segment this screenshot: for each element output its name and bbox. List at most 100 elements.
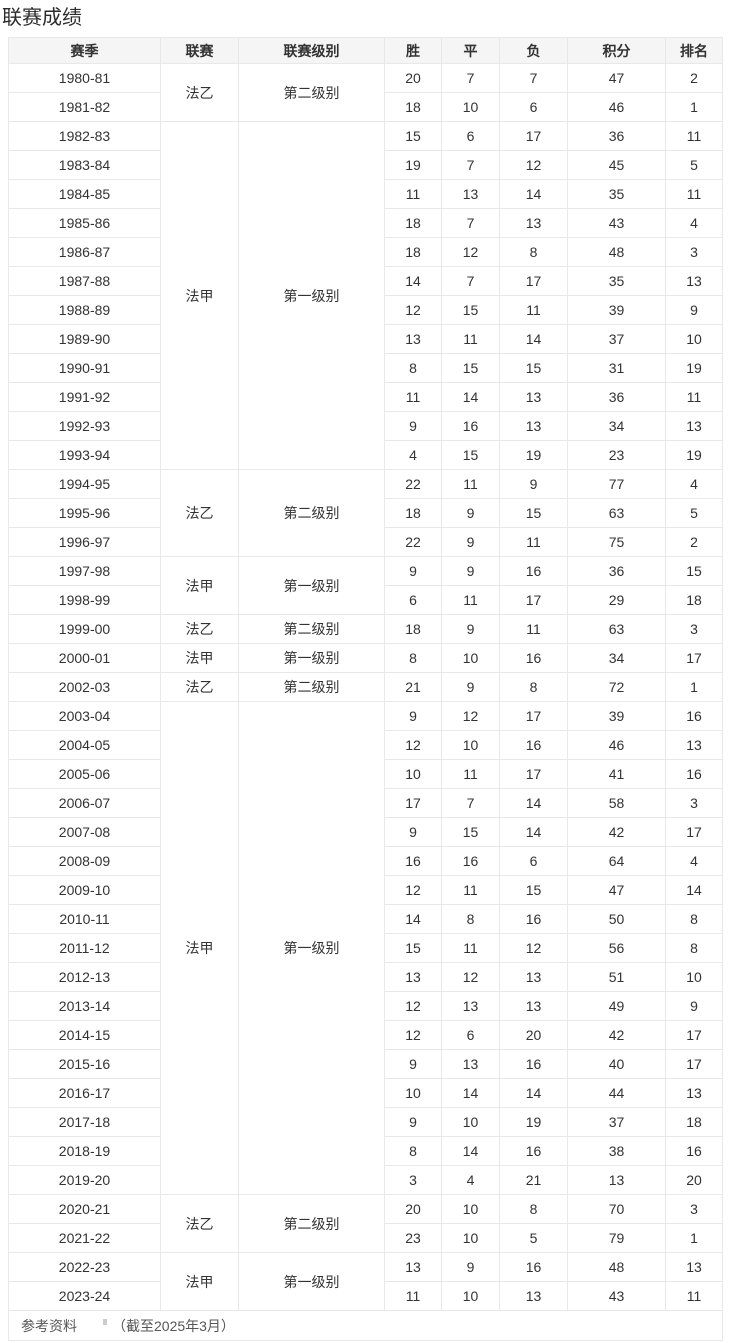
table-header: 赛季 联赛 联赛级别胜平负积分 排名	[8, 37, 723, 64]
wins-cell: 14	[384, 904, 442, 934]
losses-cell: 13	[499, 208, 568, 238]
season-cell: 2004-05	[8, 730, 161, 760]
season-cell: 2014-15	[8, 1020, 161, 1050]
season-cell: 1981-82	[8, 92, 161, 122]
losses-cell: 12	[499, 150, 568, 180]
citation-marker-icon[interactable]	[103, 1318, 107, 1325]
points-cell: 49	[567, 991, 666, 1021]
losses-cell: 16	[499, 556, 568, 586]
league-cell: 法乙	[160, 672, 239, 702]
league-level-cell: 第二级别	[238, 469, 385, 557]
table-row: 2022-23 法甲 第一级别 13 9 16 48 13	[8, 1252, 723, 1311]
season-cell: 2006-07	[8, 788, 161, 818]
league-cell: 法乙	[160, 469, 239, 557]
page: 联赛成绩 赛季 联赛 联赛级别胜平负积分 排名 1980-81 法乙 第二级别 20 7 7 47…	[0, 7, 730, 1341]
points-cell: 43	[567, 1281, 666, 1311]
draws-cell: 7	[441, 150, 500, 180]
season-cell: 1999-00	[8, 614, 161, 644]
losses-cell: 7	[499, 63, 568, 93]
rank-cell: 17	[665, 643, 723, 673]
losses-cell: 13	[499, 411, 568, 441]
draws-cell: 11	[441, 933, 500, 963]
losses-cell: 16	[499, 904, 568, 934]
table-row: 2003-04 法甲 第一级别 9 12 17 39 16	[8, 701, 723, 1195]
season-cell: 1998-99	[8, 585, 161, 615]
league-level-cell: 第二级别	[238, 1194, 385, 1253]
rank-cell: 9	[665, 295, 723, 325]
losses-cell: 13	[499, 991, 568, 1021]
points-cell: 13	[567, 1165, 666, 1195]
table-row: 1985-86 18 7 13 43 4	[8, 208, 723, 238]
wins-cell: 17	[384, 788, 442, 818]
points-cell: 46	[567, 92, 666, 122]
points-cell: 56	[567, 933, 666, 963]
rank-cell: 15	[665, 556, 723, 586]
wins-cell: 20	[384, 1194, 442, 1224]
table-row: 1988-89 12 15 11 39 9	[8, 295, 723, 325]
draws-cell: 10	[441, 92, 500, 122]
points-cell: 42	[567, 1020, 666, 1050]
league-cell: 法甲	[160, 1252, 239, 1311]
wins-cell: 9	[384, 817, 442, 847]
season-cell: 2023-24	[8, 1281, 161, 1311]
wins-cell: 13	[384, 962, 442, 992]
season-cell: 2005-06	[8, 759, 161, 789]
draws-cell: 7	[441, 63, 500, 93]
points-cell: 34	[567, 643, 666, 673]
points-cell: 48	[567, 237, 666, 267]
table-row: 2010-11 14 8 16 50 8	[8, 904, 723, 934]
rank-cell: 13	[665, 1078, 723, 1108]
league-results-table-container: 赛季 联赛 联赛级别胜平负积分 排名 1980-81 法乙 第二级别 20 7 7 47 2 1981…	[8, 37, 723, 1341]
points-cell: 44	[567, 1078, 666, 1108]
season-cell: 1990-91	[8, 353, 161, 383]
wins-cell: 10	[384, 1078, 442, 1108]
points-cell: 45	[567, 150, 666, 180]
column-header-6: 负	[499, 37, 568, 64]
rank-cell: 3	[665, 1194, 723, 1224]
table-row: 1989-90 13 11 14 37 10	[8, 324, 723, 354]
draws-cell: 11	[441, 585, 500, 615]
season-cell: 1995-96	[8, 498, 161, 528]
draws-cell: 9	[441, 498, 500, 528]
losses-cell: 21	[499, 1165, 568, 1195]
points-cell: 50	[567, 904, 666, 934]
season-cell: 2002-03	[8, 672, 161, 702]
league-level-cell: 第二级别	[238, 614, 385, 644]
table-row: 1992-93 9 16 13 34 13	[8, 411, 723, 441]
draws-cell: 16	[441, 846, 500, 876]
rank-cell: 4	[665, 208, 723, 238]
draws-cell: 13	[441, 1049, 500, 1079]
points-cell: 51	[567, 962, 666, 992]
league-cell: 法乙	[160, 63, 239, 122]
rank-cell: 18	[665, 1107, 723, 1137]
draws-cell: 11	[441, 469, 500, 499]
draws-cell: 15	[441, 440, 500, 470]
draws-cell: 11	[441, 759, 500, 789]
rank-cell: 1	[665, 92, 723, 122]
wins-cell: 3	[384, 1165, 442, 1195]
league-level-cell: 第一级别	[238, 556, 385, 615]
draws-cell: 7	[441, 208, 500, 238]
season-cell: 1980-81	[8, 63, 161, 93]
losses-cell: 17	[499, 701, 568, 731]
points-cell: 37	[567, 324, 666, 354]
points-cell: 39	[567, 701, 666, 731]
column-header-7: 积分	[567, 37, 666, 64]
wins-cell: 8	[384, 353, 442, 383]
wins-cell: 16	[384, 846, 442, 876]
reference-label[interactable]: 参考资料	[21, 1317, 77, 1334]
draws-cell: 12	[441, 237, 500, 267]
table-row: 2008-09 16 16 6 64 4	[8, 846, 723, 876]
rank-cell: 17	[665, 1049, 723, 1079]
table-row: 2020-21 法乙 第二级别 20 10 8 70 3	[8, 1194, 723, 1253]
rank-cell: 20	[665, 1165, 723, 1195]
column-header-1: 赛季	[8, 37, 161, 64]
draws-cell: 10	[441, 730, 500, 760]
points-cell: 47	[567, 875, 666, 905]
wins-cell: 13	[384, 1252, 442, 1282]
losses-cell: 6	[499, 846, 568, 876]
wins-cell: 20	[384, 63, 442, 93]
wins-cell: 22	[384, 527, 442, 557]
rank-cell: 3	[665, 788, 723, 818]
reference-note: （截至2025年3月）	[112, 1317, 235, 1334]
